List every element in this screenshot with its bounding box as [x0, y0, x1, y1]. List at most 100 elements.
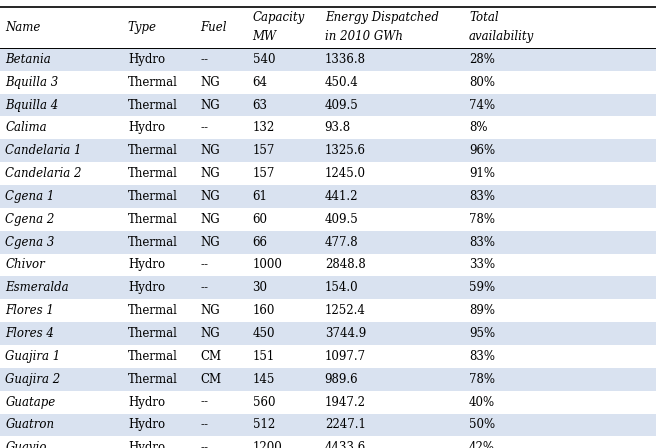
- Text: Thermal: Thermal: [128, 144, 178, 157]
- Text: NG: NG: [200, 99, 220, 112]
- Text: 1097.7: 1097.7: [325, 350, 366, 363]
- Text: Thermal: Thermal: [128, 213, 178, 226]
- Text: 80%: 80%: [469, 76, 495, 89]
- Text: 95%: 95%: [469, 327, 495, 340]
- Text: 63: 63: [253, 99, 268, 112]
- Bar: [0, 322, 656, 345]
- Text: 28%: 28%: [469, 53, 495, 66]
- Text: NG: NG: [200, 190, 220, 203]
- Text: 50%: 50%: [469, 418, 495, 431]
- Text: Hydro: Hydro: [128, 441, 165, 448]
- Text: Hydro: Hydro: [128, 53, 165, 66]
- Text: --: --: [200, 396, 208, 409]
- Text: 93.8: 93.8: [325, 121, 351, 134]
- Text: Thermal: Thermal: [128, 304, 178, 317]
- Text: 1325.6: 1325.6: [325, 144, 366, 157]
- Text: 1245.0: 1245.0: [325, 167, 366, 180]
- Text: Cgena 1: Cgena 1: [5, 190, 54, 203]
- Text: 40%: 40%: [469, 396, 495, 409]
- Text: 540: 540: [253, 53, 275, 66]
- Text: Capacity: Capacity: [253, 11, 305, 24]
- Text: 66: 66: [253, 236, 268, 249]
- Text: Thermal: Thermal: [128, 373, 178, 386]
- Text: 160: 160: [253, 304, 275, 317]
- Text: 8%: 8%: [469, 121, 487, 134]
- Text: Guajira 1: Guajira 1: [5, 350, 60, 363]
- Bar: [0, 368, 656, 391]
- Text: Thermal: Thermal: [128, 167, 178, 180]
- Text: 61: 61: [253, 190, 268, 203]
- Text: Energy Dispatched: Energy Dispatched: [325, 11, 439, 24]
- Text: Total: Total: [469, 11, 499, 24]
- Text: 83%: 83%: [469, 236, 495, 249]
- Text: NG: NG: [200, 327, 220, 340]
- Text: 132: 132: [253, 121, 275, 134]
- Text: 450.4: 450.4: [325, 76, 358, 89]
- Text: Betania: Betania: [5, 53, 51, 66]
- Text: --: --: [200, 258, 208, 271]
- Bar: [0, 185, 656, 208]
- Bar: [0, 231, 656, 254]
- Text: 2848.8: 2848.8: [325, 258, 365, 271]
- Text: NG: NG: [200, 76, 220, 89]
- Text: 441.2: 441.2: [325, 190, 358, 203]
- Text: NG: NG: [200, 304, 220, 317]
- Text: Bquilla 4: Bquilla 4: [5, 99, 58, 112]
- Text: Flores 1: Flores 1: [5, 304, 54, 317]
- Text: Chivor: Chivor: [5, 258, 45, 271]
- Text: 1252.4: 1252.4: [325, 304, 365, 317]
- Bar: [0, 48, 656, 71]
- Text: MW: MW: [253, 30, 277, 43]
- Text: --: --: [200, 441, 208, 448]
- Text: 450: 450: [253, 327, 275, 340]
- Text: 78%: 78%: [469, 373, 495, 386]
- Text: 3744.9: 3744.9: [325, 327, 366, 340]
- Text: in 2010 GWh: in 2010 GWh: [325, 30, 403, 43]
- Text: Type: Type: [128, 21, 157, 34]
- Text: 151: 151: [253, 350, 275, 363]
- Text: Cgena 3: Cgena 3: [5, 236, 54, 249]
- Text: Bquilla 3: Bquilla 3: [5, 76, 58, 89]
- Text: Fuel: Fuel: [200, 21, 226, 34]
- Text: --: --: [200, 121, 208, 134]
- Text: --: --: [200, 53, 208, 66]
- Text: 96%: 96%: [469, 144, 495, 157]
- Text: 145: 145: [253, 373, 275, 386]
- Text: Thermal: Thermal: [128, 76, 178, 89]
- Text: 157: 157: [253, 144, 275, 157]
- Text: 989.6: 989.6: [325, 373, 358, 386]
- Text: CM: CM: [200, 373, 221, 386]
- Text: 1947.2: 1947.2: [325, 396, 366, 409]
- Text: 2247.1: 2247.1: [325, 418, 365, 431]
- Text: 91%: 91%: [469, 167, 495, 180]
- Text: Hydro: Hydro: [128, 281, 165, 294]
- Text: Guavio: Guavio: [5, 441, 47, 448]
- Text: Thermal: Thermal: [128, 236, 178, 249]
- Bar: [0, 276, 656, 299]
- Text: 409.5: 409.5: [325, 99, 358, 112]
- Text: Name: Name: [5, 21, 41, 34]
- Text: 64: 64: [253, 76, 268, 89]
- Text: 59%: 59%: [469, 281, 495, 294]
- Text: 78%: 78%: [469, 213, 495, 226]
- Text: 42%: 42%: [469, 441, 495, 448]
- Text: NG: NG: [200, 167, 220, 180]
- Text: NG: NG: [200, 213, 220, 226]
- Text: --: --: [200, 418, 208, 431]
- Text: NG: NG: [200, 144, 220, 157]
- Bar: [0, 139, 656, 162]
- Text: 83%: 83%: [469, 350, 495, 363]
- Text: Guatape: Guatape: [5, 396, 56, 409]
- Text: 1000: 1000: [253, 258, 283, 271]
- Text: 1200: 1200: [253, 441, 282, 448]
- Text: 60: 60: [253, 213, 268, 226]
- Text: Thermal: Thermal: [128, 327, 178, 340]
- Text: Calima: Calima: [5, 121, 47, 134]
- Text: Esmeralda: Esmeralda: [5, 281, 69, 294]
- Text: Candelaria 2: Candelaria 2: [5, 167, 82, 180]
- Text: 560: 560: [253, 396, 275, 409]
- Text: Hydro: Hydro: [128, 121, 165, 134]
- Text: Hydro: Hydro: [128, 396, 165, 409]
- Text: --: --: [200, 281, 208, 294]
- Bar: [0, 94, 656, 116]
